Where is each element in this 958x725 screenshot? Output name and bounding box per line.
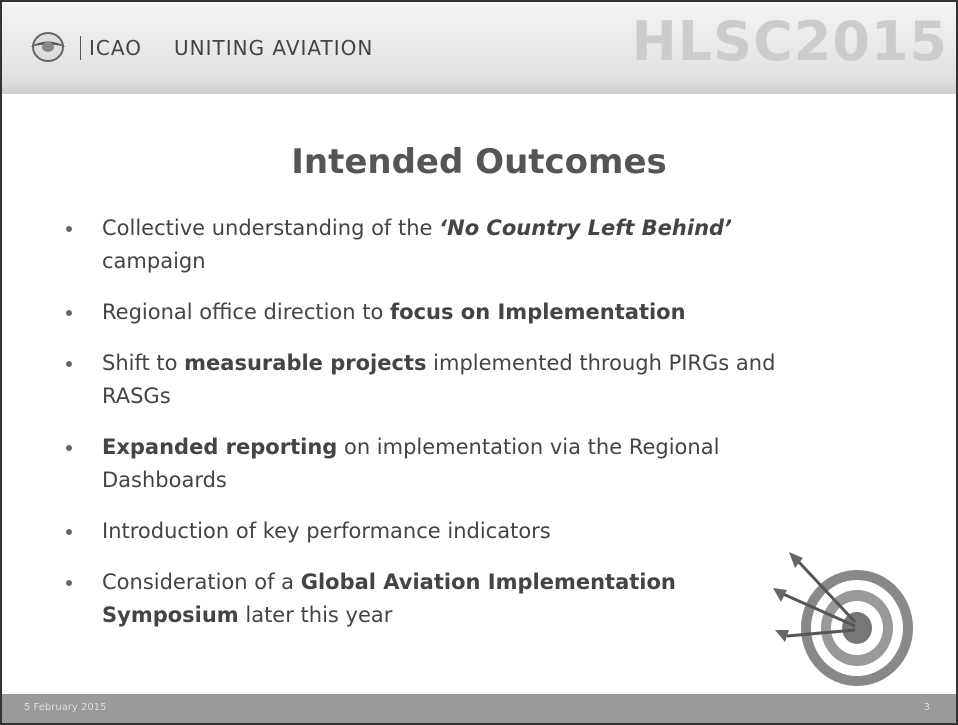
org-name: ICAO [80,36,142,60]
bullet-text: on implementation via the Regional Dashb… [102,435,720,492]
bullet-text: ‘No Country Left Behind’ [439,216,733,240]
bullet-text: Introduction of key performance indicato… [102,519,551,543]
bullet-text: measurable projects [184,351,427,375]
bullet: Consideration of a Global Aviation Imple… [66,566,786,632]
bullet-text: Shift to [102,351,185,375]
bullet: Shift to measurable projects implemented… [66,347,786,413]
bullet-text: Regional office direction to [102,300,391,324]
bullet-text: later this year [238,603,393,627]
logo [30,32,66,62]
event-name: HLSC2015 [631,10,948,73]
bullet: Expanded reporting on implementation via… [66,431,786,497]
bullet-list: Collective understanding of the ‘No Coun… [66,212,786,650]
tagline: UNITING AVIATION [174,36,374,60]
bullet: Collective understanding of the ‘No Coun… [66,212,786,278]
bullet-text: Collective understanding of the [102,216,440,240]
bullet: Regional office direction to focus on Im… [66,296,786,329]
bullet-text: Global Aviation Implementation Symposium [102,570,676,627]
bullet-text: focus on Implementation [390,300,686,324]
bullet-text: Expanded reporting [102,435,338,459]
footer: 5 February 2015 3 [2,694,956,723]
bullet-text: implemented through PIRGs and RASGs [102,351,776,408]
header: ICAO UNITING AVIATION HLSC2015 [2,2,956,94]
target-icon [773,552,913,686]
bullet: Introduction of key performance indicato… [66,515,786,548]
slide-title: Intended Outcomes [291,142,667,182]
bullet-text: campaign [102,249,206,273]
footer-date: 5 February 2015 [24,702,107,713]
bullet-text: Consideration of a [102,570,301,594]
page-number: 3 [923,702,930,713]
